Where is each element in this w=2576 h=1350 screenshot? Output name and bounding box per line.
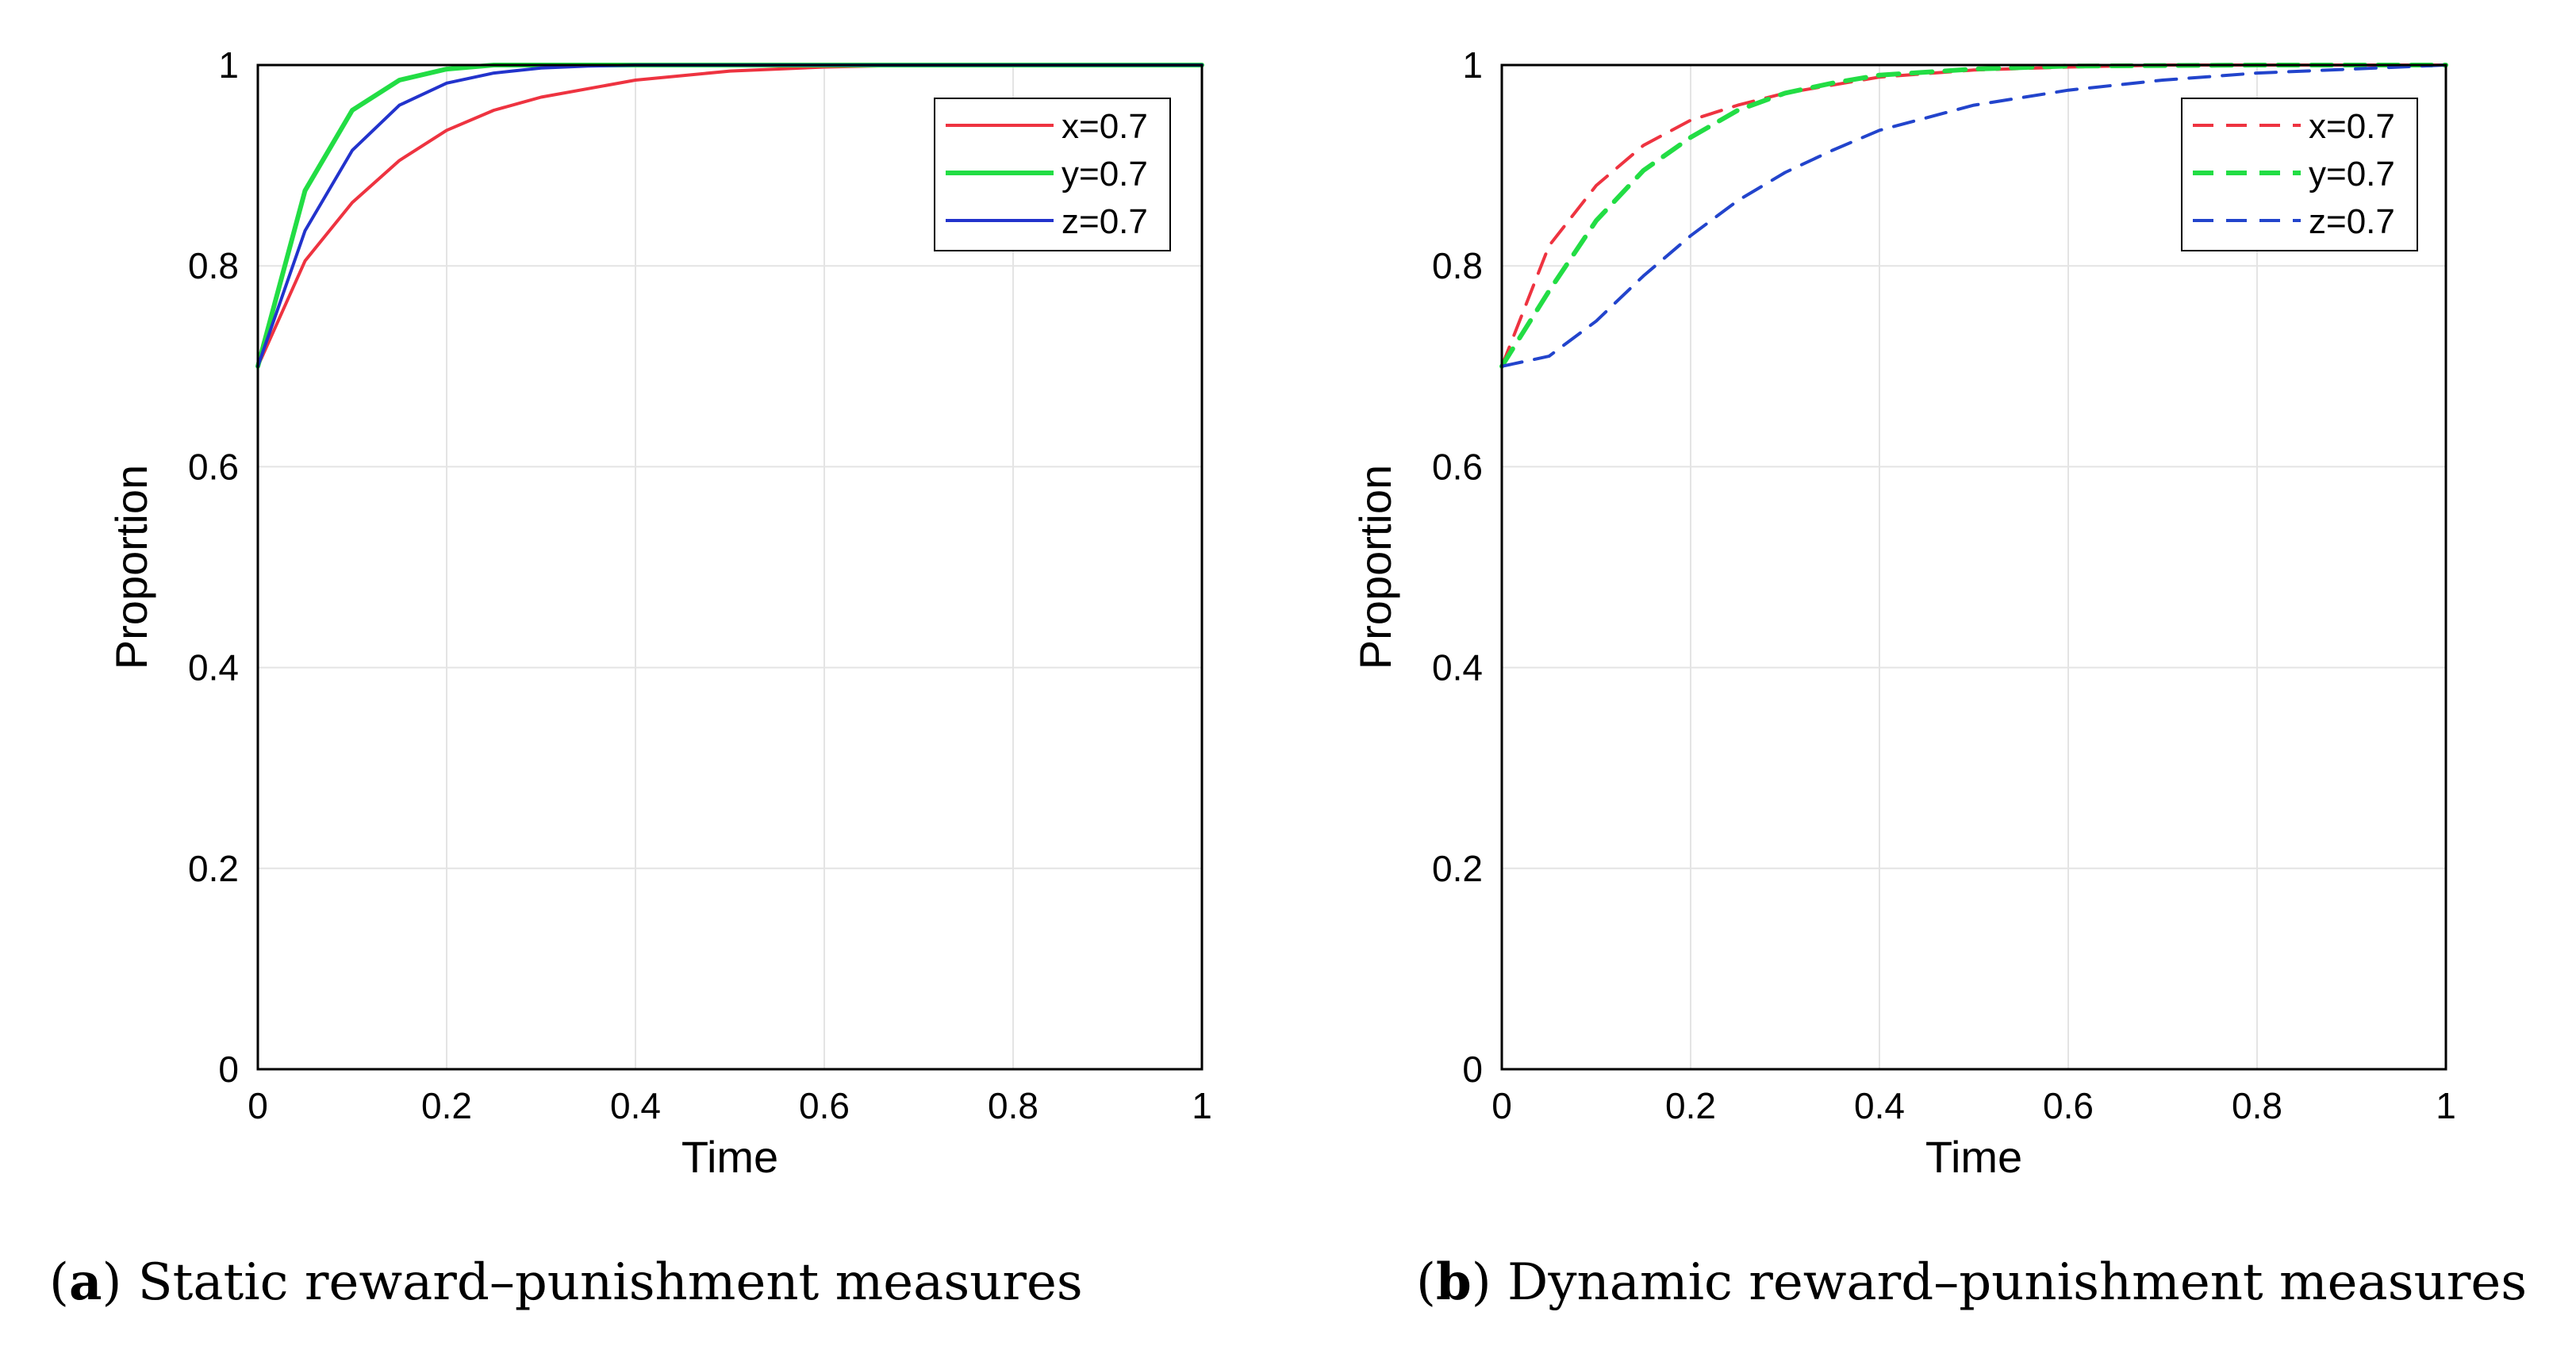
caption-text: ) Static reward–punishment measures <box>102 1253 1082 1312</box>
caption-letter: a <box>69 1252 102 1312</box>
x-tick-label: 0.8 <box>988 1085 1038 1126</box>
x-tick-label: 0.6 <box>2043 1085 2094 1126</box>
panel-b: 0 0.2 0.4 0.6 0.8 1 0 0.2 0.4 0.6 0.8 1 Time Proporti… <box>1350 44 2527 1312</box>
y-tick-label: 0.2 <box>1432 848 1483 889</box>
x-tick-label: 0.4 <box>1854 1085 1905 1126</box>
series-line-z <box>1500 63 2447 368</box>
caption-open-paren: ( <box>49 1253 69 1312</box>
y-tick-label: 0.4 <box>1432 647 1483 688</box>
legend-label-z: z=0.7 <box>2309 202 2395 241</box>
y-tick-label: 0.8 <box>188 245 239 286</box>
y-tick-label: 0.6 <box>188 446 239 487</box>
y-tick-label: 1 <box>218 44 239 86</box>
legend: x=0.7 y=0.7 z=0.7 <box>934 98 1171 251</box>
x-tick-label: 0.4 <box>610 1085 661 1126</box>
legend-label-x: x=0.7 <box>1061 107 1148 146</box>
y-tick-label: 0.6 <box>1432 446 1483 487</box>
y-axis-label: Proportion <box>1350 465 1400 669</box>
legend: x=0.7 y=0.7 z=0.7 <box>2181 98 2418 251</box>
x-tick-label: 0 <box>248 1085 268 1126</box>
caption-text: ) Dynamic reward–punishment measures <box>1472 1253 2527 1312</box>
x-tick-label: 1 <box>2436 1085 2456 1126</box>
legend-label-z: z=0.7 <box>1061 202 1148 241</box>
y-tick-label: 0 <box>1462 1049 1483 1090</box>
x-tick-label: 0.2 <box>1665 1085 1716 1126</box>
x-tick-label: 1 <box>1192 1085 1212 1126</box>
y-tick-label: 0.2 <box>188 848 239 889</box>
axes-frame <box>1500 63 2447 1071</box>
y-tick-label: 0 <box>218 1049 239 1090</box>
x-axis-label: Time <box>1925 1132 2022 1182</box>
x-tick-label: 0.6 <box>799 1085 850 1126</box>
y-tick-label: 0.8 <box>1432 245 1483 286</box>
caption-open-paren: ( <box>1416 1253 1436 1312</box>
legend-label-y: y=0.7 <box>1061 155 1148 194</box>
y-tick-label: 0.4 <box>188 647 239 688</box>
y-tick-label: 1 <box>1462 44 1483 86</box>
y-axis-label: Proportion <box>106 465 156 669</box>
caption-a: (a) Static reward–punishment measures <box>49 1252 1083 1312</box>
x-axis-label: Time <box>681 1132 778 1182</box>
series-line-y <box>1499 63 2448 369</box>
x-tick-label: 0.2 <box>421 1085 472 1126</box>
legend-label-y: y=0.7 <box>2309 155 2395 194</box>
caption-b: (b) Dynamic reward–punishment measures <box>1416 1252 2527 1312</box>
panel-a: 0 0.2 0.4 0.6 0.8 1 0 0.2 0.4 0.6 0.8 1 Time Proporti… <box>49 44 1212 1312</box>
caption-letter: b <box>1436 1252 1472 1312</box>
x-tick-label: 0 <box>1491 1085 1512 1126</box>
axes-frame <box>256 63 1204 1071</box>
legend-label-x: x=0.7 <box>2309 107 2395 146</box>
x-tick-label: 0.8 <box>2232 1085 2282 1126</box>
